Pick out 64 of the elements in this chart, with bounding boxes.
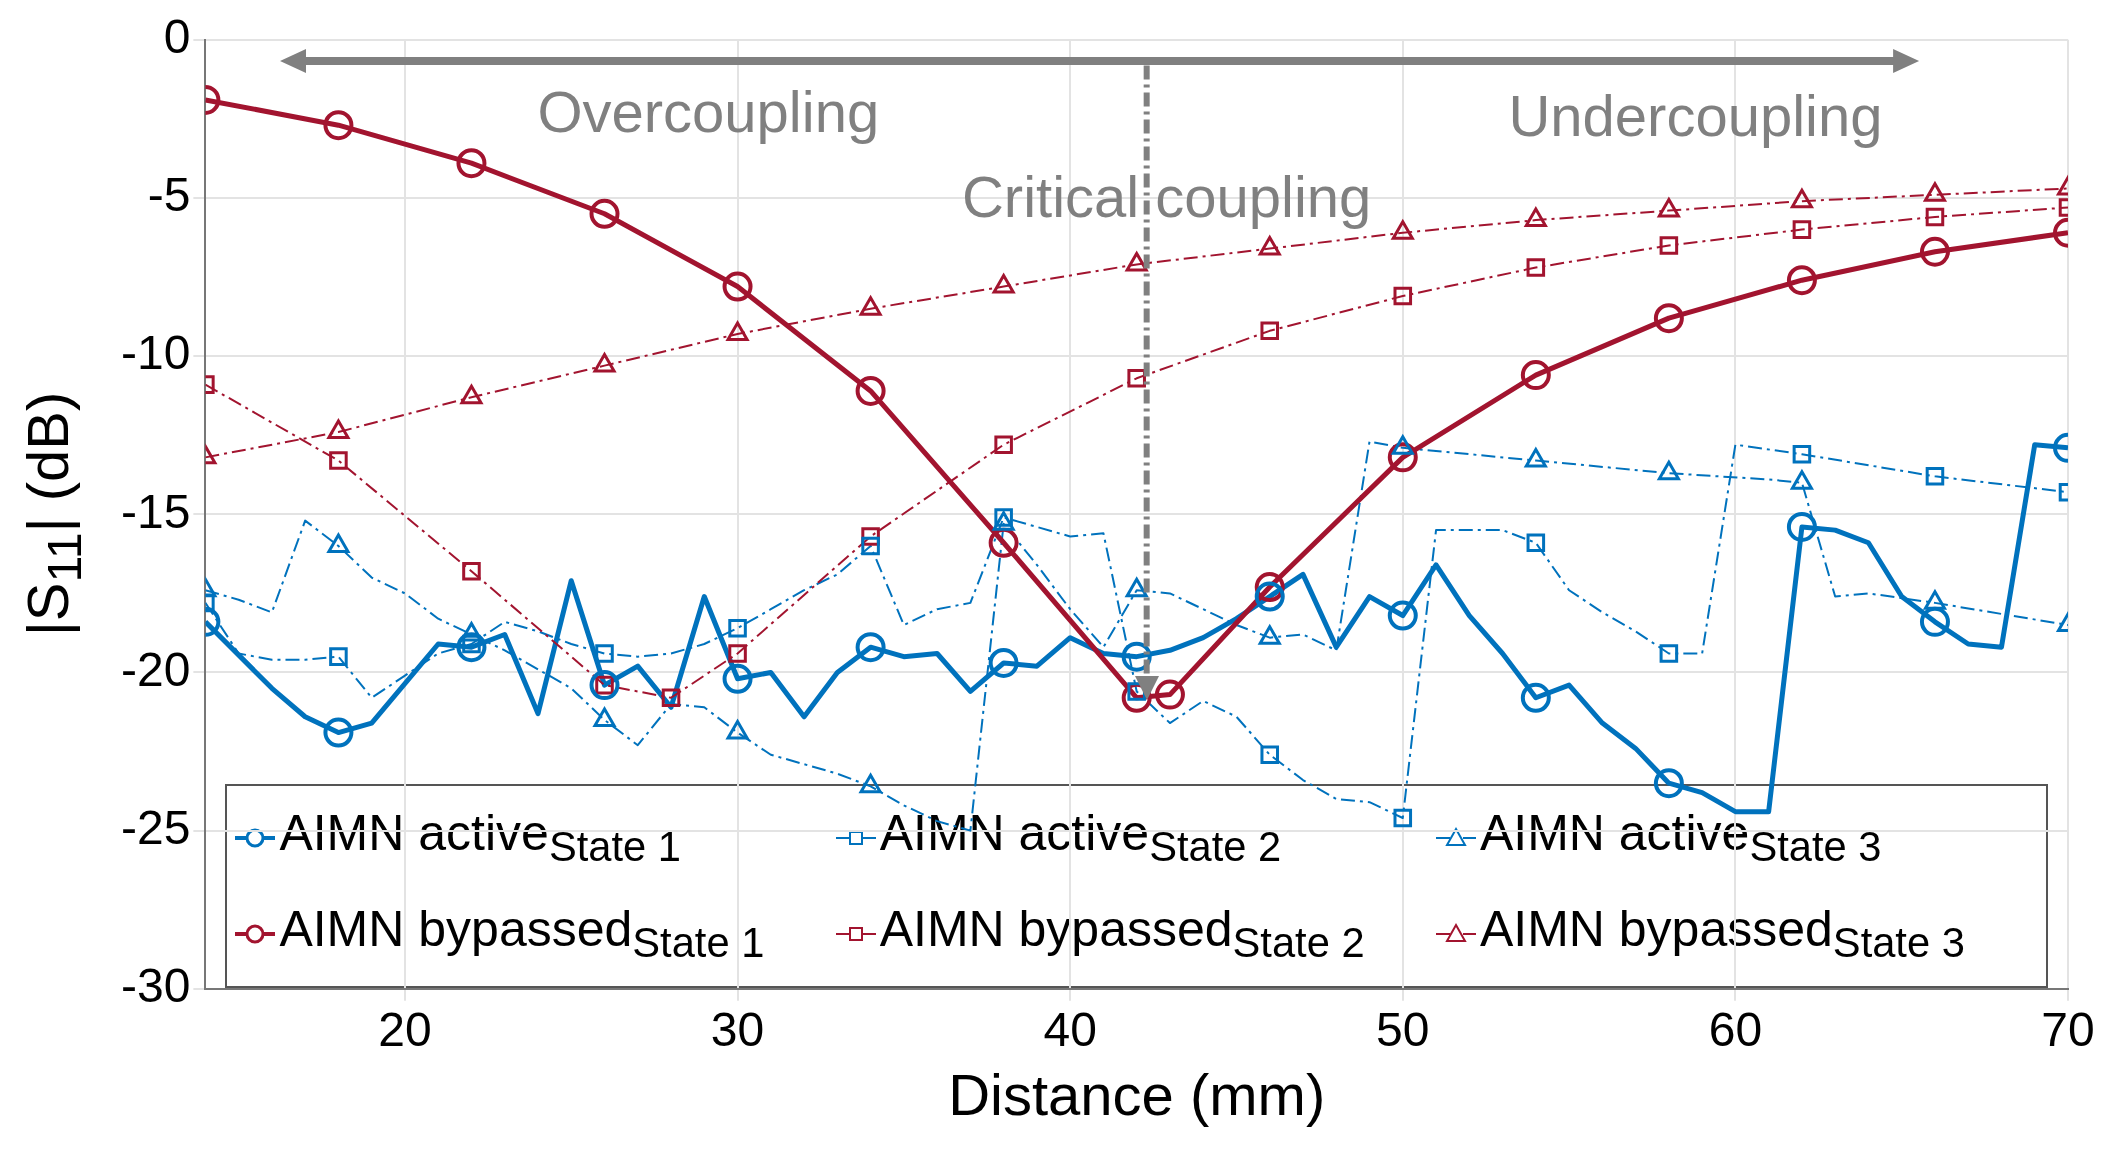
y-tick-label: -25 [121, 800, 191, 854]
point [855, 375, 886, 406]
y-tick-label: -10 [121, 326, 191, 380]
x-tick-label: 70 [2041, 1002, 2095, 1056]
point [1393, 286, 1413, 306]
point [1653, 768, 1684, 799]
point [1659, 644, 1679, 663]
point [1792, 220, 1812, 239]
point [589, 198, 620, 229]
x-tick-label: 20 [378, 1002, 432, 1056]
point [329, 647, 348, 666]
legend-label: AIMN bypassed$_{State 1}$ [279, 900, 765, 968]
point [1786, 511, 1817, 542]
point [1520, 682, 1551, 713]
legend-label: AIMN bypassed$_{State 3}$ [1479, 900, 1965, 968]
point [1520, 360, 1551, 391]
point [456, 632, 487, 663]
x-tick-label: 50 [1376, 1002, 1430, 1056]
point [1387, 600, 1418, 631]
legend-label: AIMN bypassed$_{State 2}$ [879, 900, 1365, 968]
point [1919, 236, 1950, 267]
point [1260, 745, 1280, 764]
point [1659, 236, 1679, 255]
x-tick-label: 40 [1043, 1002, 1097, 1056]
y-tick-label: -5 [147, 168, 191, 222]
point [1526, 533, 1546, 553]
point [728, 644, 747, 663]
ref-line-label: Critical coupling [961, 164, 1372, 230]
point [728, 618, 747, 638]
y-tick-label: 0 [163, 10, 191, 64]
point [1919, 606, 1950, 637]
annotation: Undercoupling [1508, 83, 1883, 149]
y-tick-label: -15 [121, 484, 191, 538]
x-tick-label: 30 [710, 1002, 765, 1056]
point [1393, 808, 1413, 828]
point [1925, 207, 1945, 227]
point [323, 717, 354, 748]
point [1925, 467, 1945, 486]
point [1792, 444, 1812, 464]
point [329, 451, 348, 470]
point [456, 148, 487, 179]
x-tick-label: 60 [1708, 1002, 1763, 1056]
point [722, 663, 753, 694]
point [595, 644, 614, 663]
point [1526, 258, 1546, 277]
point [1786, 265, 1817, 296]
point [1260, 321, 1280, 341]
y-tick-label: -20 [121, 642, 191, 696]
point [994, 435, 1013, 454]
point [1154, 679, 1185, 710]
point [855, 632, 886, 663]
point [323, 110, 354, 141]
point [1121, 682, 1152, 713]
point [1653, 303, 1684, 334]
point [988, 647, 1019, 678]
y-tick-label: -30 [121, 959, 191, 1013]
point [1254, 581, 1285, 612]
annotation: Overcoupling [537, 78, 880, 144]
x-axis-title: Distance (mm) [948, 1062, 1326, 1128]
point [861, 536, 880, 556]
point [589, 670, 620, 701]
point [462, 561, 481, 581]
point [722, 271, 753, 302]
point [661, 688, 681, 708]
